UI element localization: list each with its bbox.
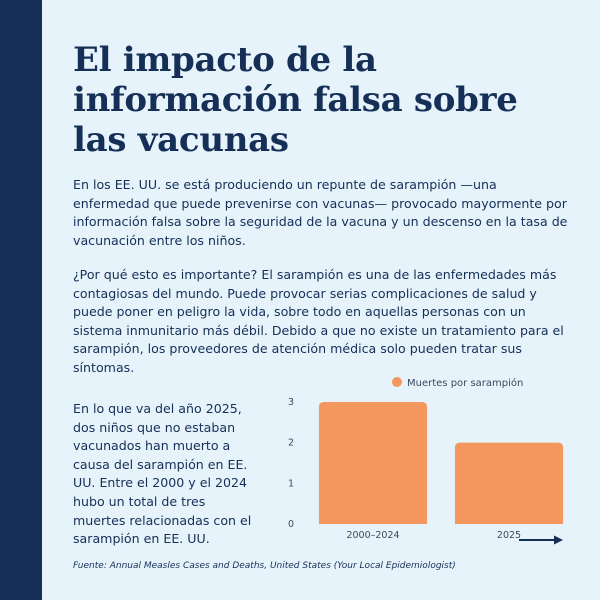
side-band	[0, 0, 42, 600]
infographic-card: El impacto de la información falsa sobre…	[42, 0, 600, 600]
chart-legend: Muertes por sarampión	[392, 377, 523, 389]
legend-label: Muertes por sarampión	[407, 377, 523, 389]
measles-deaths-chart: Muertes por sarampión 0 1 2 3 2000–2024 2025	[287, 372, 577, 550]
y-tick-label: 0	[288, 519, 294, 530]
arrow-right-icon[interactable]	[517, 533, 565, 547]
page-title: El impacto de la información falsa sobre…	[73, 40, 518, 160]
deaths-paragraph: En lo que va del año 2025, dos niños que…	[73, 401, 252, 547]
bars	[318, 402, 564, 524]
source-note: Fuente: Annual Measles Cases and Deaths,…	[73, 561, 456, 571]
chart-svg: Muertes por sarampión 0 1 2 3 2000–2024 2025	[288, 377, 564, 541]
y-axis: 0 1 2 3	[288, 397, 294, 530]
x-tick-label: 2000–2024	[346, 530, 399, 541]
bar	[318, 402, 428, 524]
importance-paragraph: ¿Por qué esto es importante? El sarampió…	[73, 267, 564, 375]
x-axis: 2000–2024 2025	[346, 530, 521, 541]
x-tick-label: 2025	[497, 530, 521, 541]
y-tick-label: 3	[288, 397, 294, 408]
y-tick-label: 1	[288, 478, 294, 489]
intro-paragraph: En los EE. UU. se está produciendo un re…	[73, 177, 568, 248]
y-tick-label: 2	[288, 438, 294, 449]
bar	[454, 442, 564, 524]
legend-swatch	[392, 377, 402, 387]
